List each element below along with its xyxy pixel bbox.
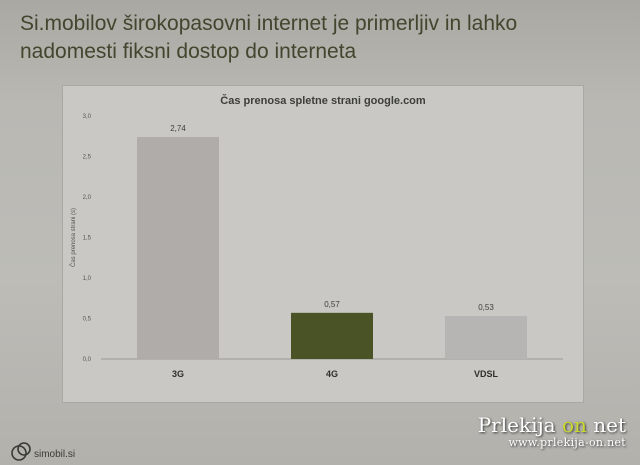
watermark-url: www.prlekija-on.net <box>508 436 626 449</box>
bar-value-label: 0,57 <box>324 300 340 309</box>
y-tick-label: 1,5 <box>83 236 92 242</box>
y-tick-label: 0,0 <box>83 357 92 363</box>
chart-panel: Čas prenosa spletne strani google.com 0,0… <box>62 85 584 403</box>
watermark: Prlekija on net www.prlekija-on.net <box>478 414 626 450</box>
watermark-brand-on: on <box>561 413 587 437</box>
watermark-brand-a: Prlekija <box>477 413 556 437</box>
x-category-label: 3G <box>172 369 184 379</box>
y-tick-label: 2,5 <box>83 155 92 161</box>
watermark-brand-b: net <box>593 413 626 437</box>
y-tick-label: 1,0 <box>83 276 92 282</box>
bar-3g <box>137 137 219 359</box>
bar-4g <box>291 312 373 359</box>
bar-value-label: 2,74 <box>170 124 186 133</box>
simobil-logo-icon <box>11 442 31 461</box>
x-category-label: VDSL <box>474 369 499 379</box>
y-tick-label: 0,5 <box>83 317 92 323</box>
bar-value-label: 0,53 <box>478 303 494 312</box>
footer-site-label: simobil.si <box>34 449 76 460</box>
watermark-brand: Prlekija on net <box>478 414 626 436</box>
chart-title: Čas prenosa spletne strani google.com <box>220 94 426 107</box>
y-tick-label: 2,0 <box>83 195 92 201</box>
y-axis-label: Čas prenosa strani (s) <box>70 208 77 267</box>
slide-title: Si.mobilov širokopasovni internet je pri… <box>20 10 620 66</box>
bar-vdsl <box>445 316 527 359</box>
slide-title-line-1: Si.mobilov širokopasovni internet je pri… <box>20 12 518 35</box>
bar-chart: Čas prenosa spletne strani google.com 0,0… <box>70 94 563 379</box>
slide-title-line-2: nadomesti fiksni dostop do interneta <box>20 40 357 63</box>
y-tick-label: 3,0 <box>83 114 92 120</box>
x-category-label: 4G <box>326 369 338 379</box>
